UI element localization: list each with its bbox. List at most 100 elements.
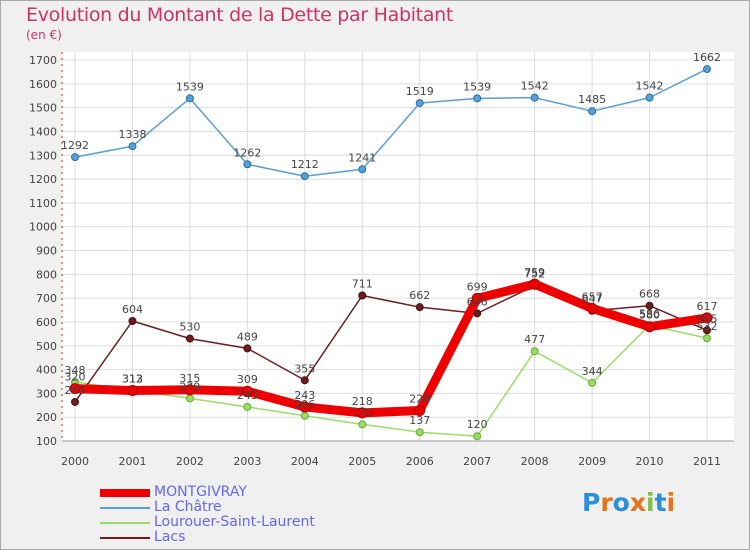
data-label-lacs: 711 [352,278,373,291]
data-label-lacs: 647 [582,293,603,306]
x-tick-label: 2008 [521,455,549,468]
data-label-lourouer: 313 [122,372,143,385]
y-tick-label: 1000 [29,221,57,234]
legend-item-montgivray: MONTGIVRAY [100,485,315,500]
data-label-lourouer: 120 [467,418,488,431]
data-label-montgivray: 320 [65,371,86,384]
legend: MONTGIVRAY La Châtre Lourouer-Saint-Laur… [100,485,315,545]
data-label-lacs: 565 [697,312,718,325]
data-point-lourouer [703,334,711,343]
x-tick-label: 2003 [233,455,261,468]
data-label-lacs: 264 [65,384,86,397]
legend-swatch-lourouer [100,521,150,524]
data-point-la-chatre [128,142,137,151]
y-tick-label: 1300 [29,149,57,162]
legend-swatch-la-chatre [100,506,150,509]
legend-label-lacs: Lacs [154,529,186,545]
x-tick-label: 2007 [463,455,491,468]
legend-swatch-lacs [100,536,150,539]
series-line-montgivray [70,279,712,418]
x-tick-label: 2002 [176,455,204,468]
data-point-la-chatre [243,160,252,169]
legend-item-la-chatre: La Châtre [100,500,315,515]
data-point-montgivray [586,302,598,314]
data-label-lourouer: 243 [237,389,258,402]
data-label-la-chatre: 1542 [521,80,549,93]
logo-letter: t [654,488,667,517]
data-label-montgivray: 243 [294,389,315,402]
x-tick-label: 2001 [118,455,146,468]
y-tick-label: 300 [36,387,57,400]
data-point-la-chatre [473,94,482,103]
data-label-la-chatre: 1539 [463,80,491,93]
data-label-lourouer: 137 [409,414,430,427]
data-point-la-chatre [530,93,539,102]
data-point-la-chatre [185,94,194,103]
data-point-montgivray [299,401,311,413]
y-tick-label: 400 [36,364,57,377]
data-label-lacs: 752 [524,268,545,281]
plot-area [62,52,734,441]
data-label-montgivray: 228 [409,393,430,406]
data-point-lourouer [530,347,539,356]
data-label-lourouer: 532 [697,320,718,333]
logo-letter: i [646,488,655,517]
data-point-montgivray [126,385,138,397]
data-point-montgivray [69,383,81,395]
data-label-lourouer: 586 [639,307,660,320]
data-point-lourouer [185,394,194,403]
data-point-la-chatre [300,172,309,181]
legend-label-la-chatre: La Châtre [154,499,222,515]
data-label-la-chatre: 1662 [693,51,721,64]
data-label-montgivray: 218 [352,395,373,408]
data-label-montgivray: 759 [524,266,545,279]
data-point-la-chatre [645,93,654,102]
data-point-la-chatre [71,153,79,162]
legend-item-lourouer: Lourouer-Saint-Laurent [100,515,315,530]
line-chart: 100 200 300 400 500 600 700 800 900 1000 1100 1200 1… [29,51,734,468]
logo-letter: i [666,488,676,517]
proxiti-logo: Proxiti [582,488,675,517]
data-label-montgivray: 315 [179,372,200,385]
series-line-la-chatre [74,68,708,177]
x-tick-label: 2006 [406,455,434,468]
y-tick-label: 1700 [29,54,57,67]
data-label-lacs: 668 [639,288,660,301]
legend-label-lourouer: Lourouer-Saint-Laurent [154,514,315,530]
data-point-lourouer [243,402,252,411]
data-label-lacs: 604 [122,303,143,316]
data-label-lacs: 355 [294,362,315,375]
data-point-la-chatre [415,99,424,108]
logo-letter: P [582,488,601,517]
data-label-lourouer: 279 [179,380,200,393]
data-label-lourouer: 206 [294,398,315,411]
data-point-lacs [128,316,137,325]
data-point-lacs [645,301,654,310]
legend-item-lacs: Lacs [100,530,315,545]
data-label-montgivray: 699 [467,280,488,293]
data-point-la-chatre [358,165,367,174]
x-tick-label: 2010 [636,455,664,468]
data-label-la-chatre: 1542 [636,80,664,93]
y-tick-label: 700 [36,292,57,305]
logo-letter: r [600,488,613,517]
logo-letter: o [612,488,630,517]
data-point-montgivray [471,292,483,304]
data-label-la-chatre: 1539 [176,80,204,93]
y-tick-label: 1500 [29,102,57,115]
data-label-la-chatre: 1292 [61,139,89,152]
data-point-lacs [473,309,482,318]
x-tick-label: 2000 [61,455,89,468]
data-label-lourouer: 170 [352,406,373,419]
data-label-lourouer: 344 [582,365,603,378]
x-tick-label: 2011 [693,455,721,468]
data-label-lacs: 636 [467,295,488,308]
data-label-montgivray: 580 [639,309,660,322]
data-point-montgivray [184,384,196,396]
data-point-montgivray [241,385,253,397]
data-label-la-chatre: 1241 [348,151,376,164]
legend-label-montgivray: MONTGIVRAY [154,484,247,500]
data-point-montgivray [529,278,541,290]
data-label-lacs: 489 [237,330,258,343]
data-label-lourouer: 348 [65,364,86,377]
